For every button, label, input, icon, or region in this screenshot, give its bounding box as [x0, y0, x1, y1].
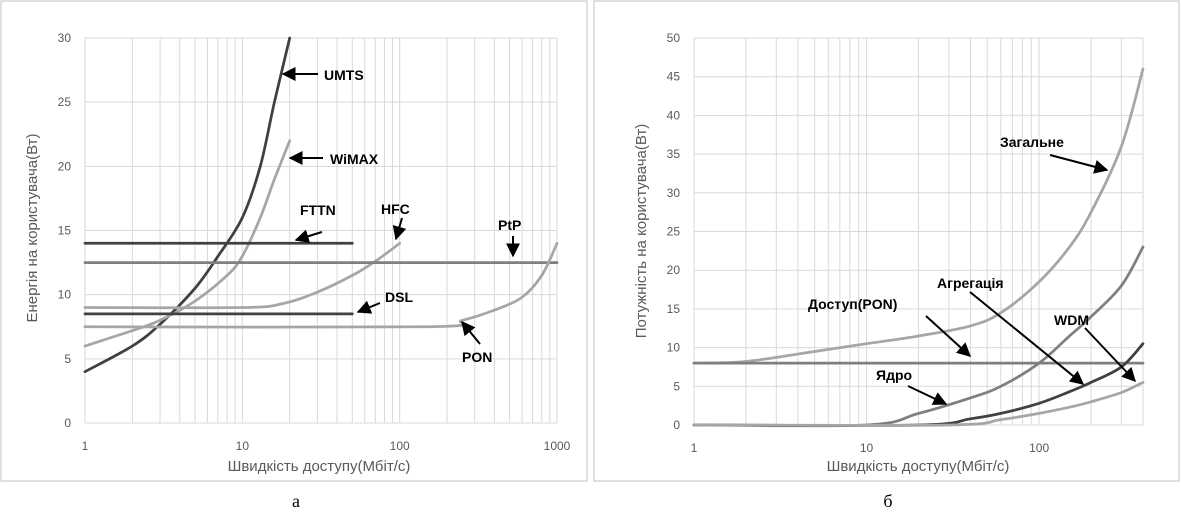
annotation-ahrehatsiia: Агрегація: [937, 275, 1004, 291]
annotation-yadro: Ядро: [876, 367, 912, 383]
annotation-wimax: WiMAX: [330, 151, 379, 167]
arrow-pon: [461, 320, 481, 345]
annotation-pon: PON: [462, 349, 492, 365]
chart-a-xtick-10: 10: [236, 439, 250, 453]
chart-b-series: [692, 67, 1145, 428]
annotation-umts: UMTS: [324, 67, 364, 83]
chart-b-ytick-20: 20: [667, 263, 681, 277]
chart-b-arrows: [907, 154, 1136, 405]
chart-b-ticks: 0 5 10 15 20 25 30 35 40 45 50 1 10 100: [667, 31, 1050, 455]
arrow-zahalne: [1049, 154, 1109, 174]
chart-b-ytick-25: 25: [667, 225, 681, 239]
chart-b-frame: [593, 0, 1180, 482]
chart-a-ytick-0: 0: [64, 416, 71, 430]
chart-b-ytick-5: 5: [673, 379, 680, 393]
chart-a-ytick-10: 10: [58, 288, 72, 302]
chart-a-ytick-15: 15: [58, 224, 72, 238]
chart-a-ticks: 0 5 10 15 20 25 30 1 10 100 1000: [58, 31, 571, 453]
series-line-wdm: [692, 381, 1145, 427]
arrow-yadro: [907, 385, 948, 405]
annotation-dsl: DSL: [385, 289, 413, 305]
chart-b-ytick-0: 0: [673, 418, 680, 432]
annotation-dostup: Доступ(PON): [808, 296, 897, 312]
chart-b-ytick-45: 45: [667, 70, 681, 84]
annotation-fttn: FTTN: [300, 202, 336, 218]
chart-b: 0 5 10 15 20 25 30 35 40 45 50 1 10 100 Загальне Дост…: [593, 0, 1180, 511]
arrow-dsl: [356, 300, 381, 314]
series-line-pon: [83, 241, 559, 329]
annotation-hfc: HFC: [381, 201, 410, 217]
chart-a-xtick-1: 1: [82, 439, 89, 453]
arrow-hfc: [392, 217, 407, 241]
chart-b-xtick-10: 10: [860, 441, 874, 455]
chart-a-grid: [84, 37, 558, 424]
chart-b-ytick-15: 15: [667, 302, 681, 316]
chart-b-caption: б: [883, 491, 892, 511]
chart-a-xtick-100: 100: [390, 439, 410, 453]
chart-b-ytick-35: 35: [667, 147, 681, 161]
chart-b-ytick-10: 10: [667, 341, 681, 355]
arrow-wdm: [1084, 327, 1136, 383]
chart-b-xtick-1: 1: [691, 441, 698, 455]
chart-b-annotations: Загальне Доступ(PON) Агрегація Ядро WDM: [808, 134, 1089, 383]
chart-b-ytick-40: 40: [667, 108, 681, 122]
chart-a-ytick-5: 5: [64, 352, 71, 366]
annotation-ptp: PtP: [498, 217, 521, 233]
chart-a-caption: а: [292, 491, 300, 511]
annotation-wdm: WDM: [1054, 312, 1089, 328]
chart-a-frame: [0, 0, 588, 482]
arrow-ahrehatsiia: [969, 291, 1085, 385]
chart-b-xtick-100: 100: [1029, 441, 1049, 455]
chart-a-series: [83, 36, 559, 374]
chart-b-xlabel: Швидкість доступу(Мбіт/с): [827, 458, 1010, 475]
annotation-zahalne: Загальне: [1000, 134, 1064, 150]
chart-a-xtick-1000: 1000: [544, 439, 571, 453]
arrow-fttn: [294, 229, 323, 243]
chart-b-ylabel: Потужність на користувача(Вт): [633, 124, 650, 338]
chart-b-ytick-50: 50: [667, 31, 681, 45]
series-line-загальне: [692, 67, 1145, 365]
chart-b-ytick-30: 30: [667, 186, 681, 200]
chart-a-annotations: UMTS WiMAX FTTN HFC PtP DSL PON: [300, 67, 521, 365]
arrow-dostup: [925, 315, 972, 357]
chart-a-ylabel: Енергія на користувача(Вт): [24, 133, 41, 322]
series-line-umts: [83, 36, 292, 374]
chart-a-ytick-25: 25: [58, 95, 72, 109]
chart-a-ytick-30: 30: [58, 31, 72, 45]
chart-a-ytick-20: 20: [58, 159, 72, 173]
chart-a-xlabel: Швидкість доступу(Мбіт/с): [228, 458, 411, 475]
chart-a: 0 5 10 15 20 25 30 1 10 100 1000 UMTS WiMAX FTTN H…: [0, 0, 588, 511]
chart-a-arrows: [281, 67, 520, 345]
